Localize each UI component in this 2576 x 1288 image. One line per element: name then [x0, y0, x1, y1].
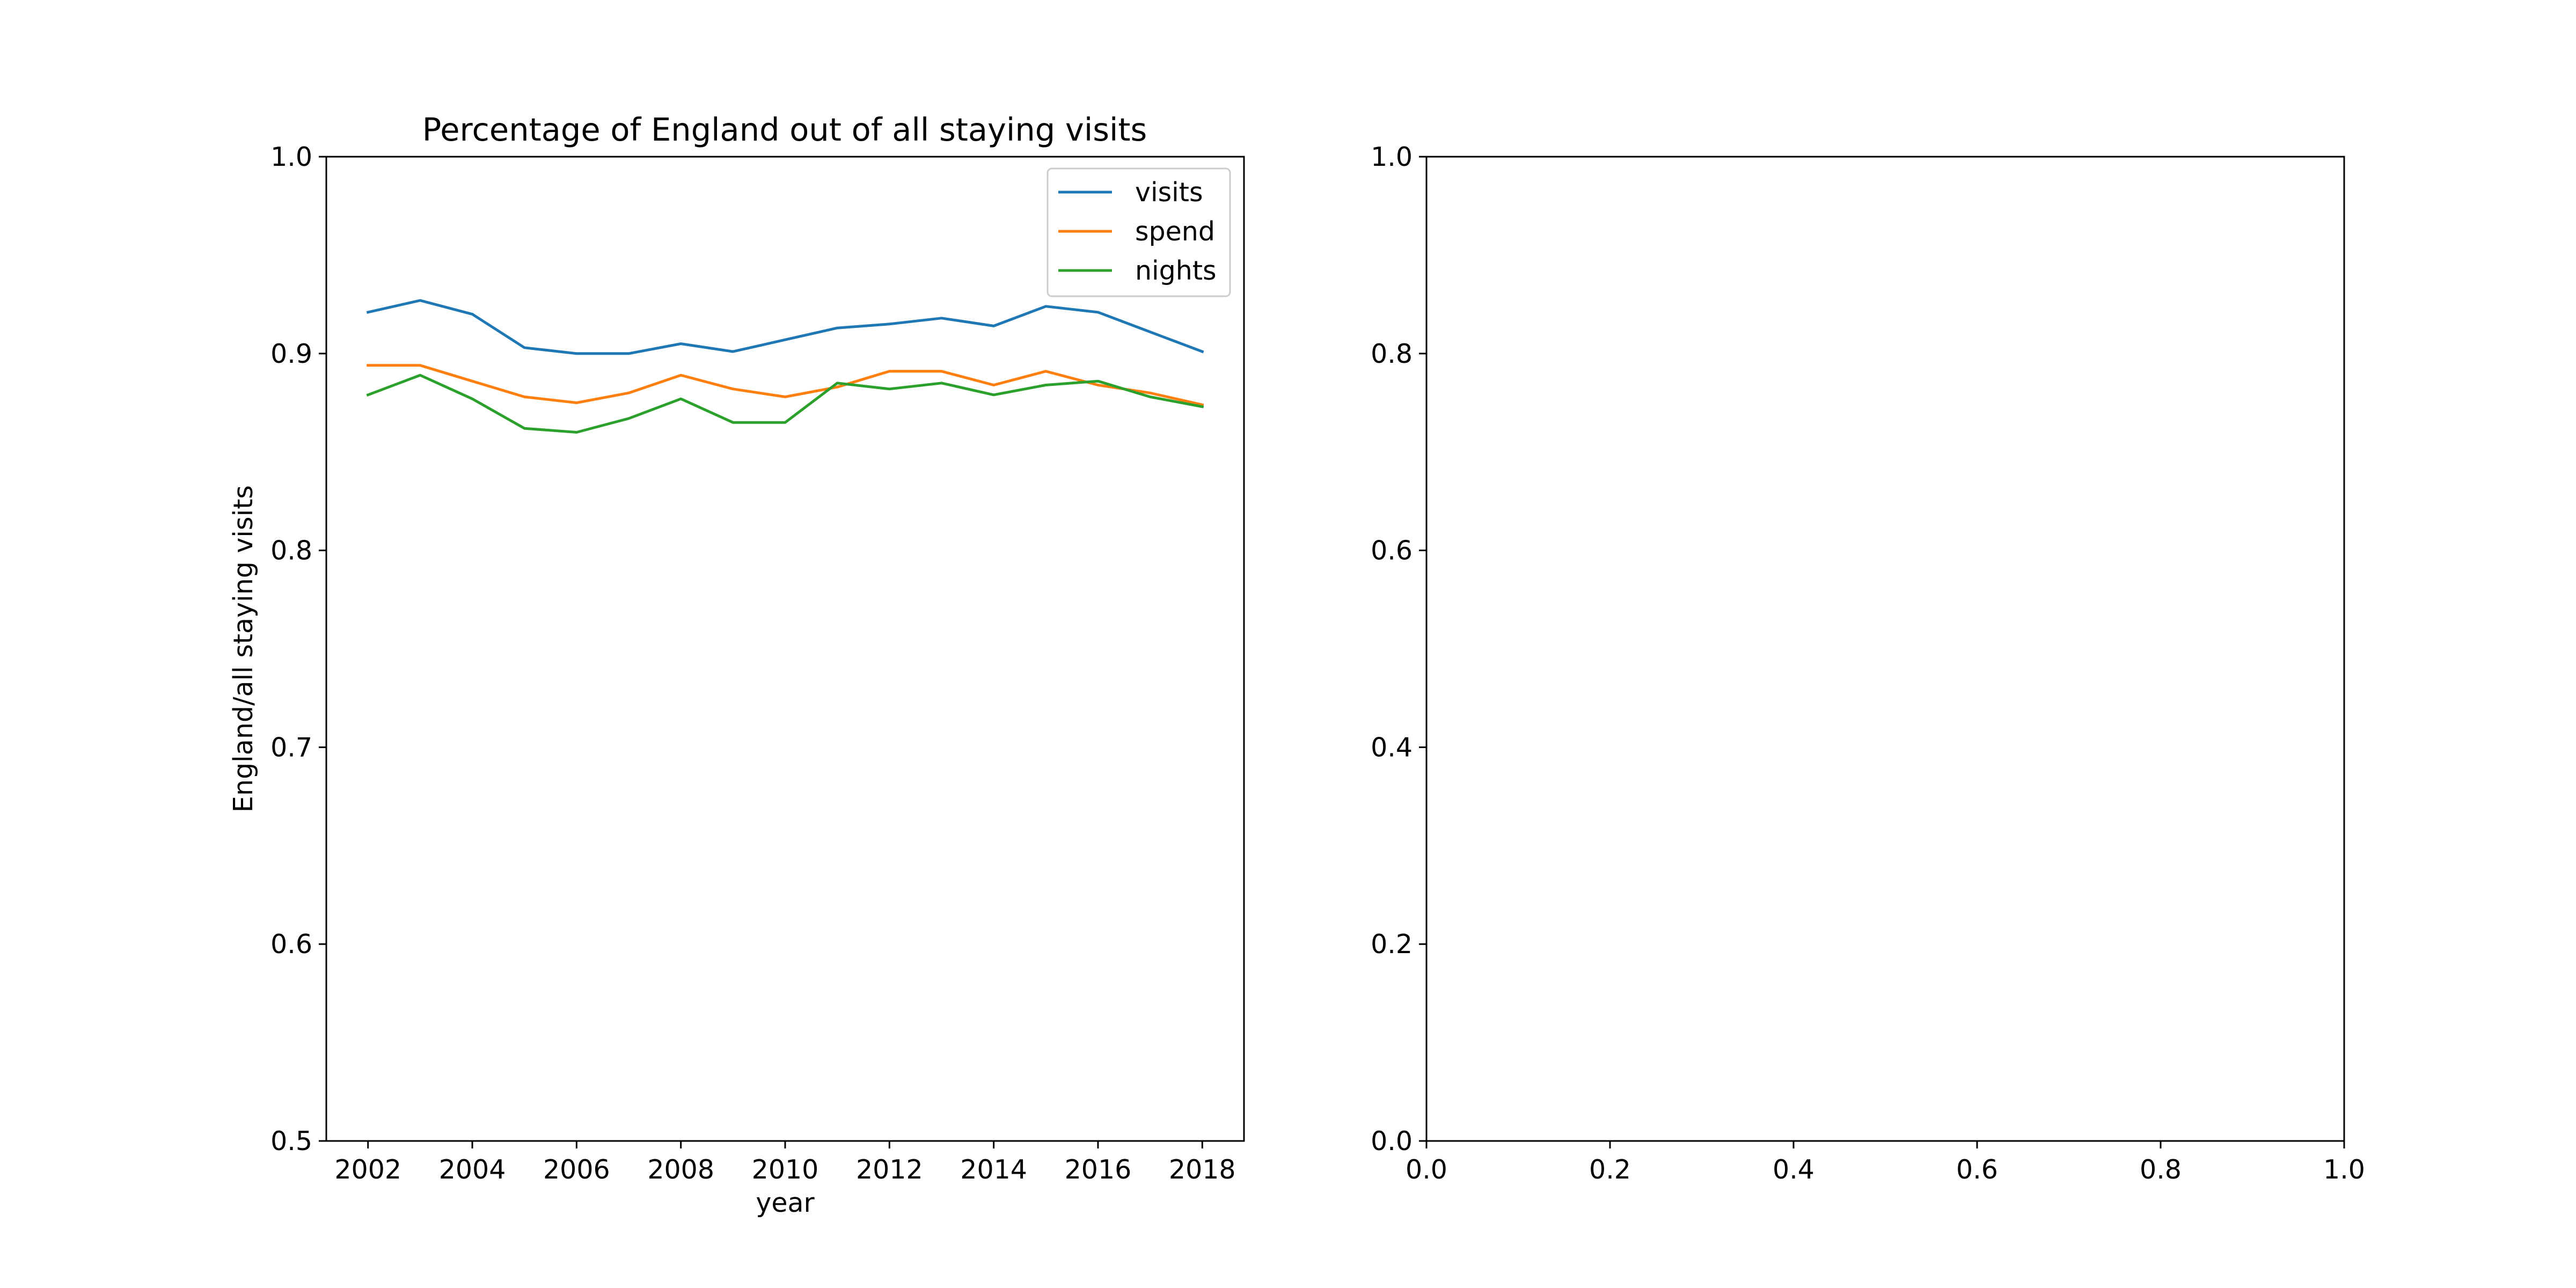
chart-left-ytick-label: 0.7 [270, 732, 312, 763]
chart-right-xtick-label: 1.0 [2323, 1154, 2365, 1185]
chart-left-ytick-label: 0.6 [270, 929, 312, 960]
chart-right-xtick-label: 0.0 [1406, 1154, 1447, 1185]
chart-left-ticks: 2002 2004 2006 2008 2010 2012 2014 2016 2018 0.5 0… [270, 142, 1236, 1185]
chart-left-ytick-label: 0.8 [270, 536, 312, 566]
chart-right-frame [1425, 156, 2345, 1142]
chart-right-xtick-label: 0.2 [1589, 1154, 1631, 1185]
legend-box [1046, 167, 1231, 297]
chart-left-legend: visits spend nights [1046, 167, 1231, 297]
series-line-spend [367, 364, 1204, 407]
chart-right: 0.0 0.2 0.4 0.6 0.8 1.0 0.0 0.2 0.4 0.6 0.8 1.0 [1371, 142, 2365, 1185]
legend-label-spend: spend [1135, 216, 1215, 247]
chart-right-ytick-label: 0.6 [1371, 536, 1413, 566]
chart-right-ytick-label: 0.8 [1371, 339, 1413, 369]
legend-label-nights: nights [1135, 255, 1217, 286]
chart-right-ytick-label: 0.0 [1371, 1126, 1413, 1157]
legend-label-visits: visits [1135, 177, 1203, 208]
chart-left-xtick-label: 2004 [439, 1154, 506, 1185]
chart-right-xtick-label: 0.6 [1956, 1154, 1998, 1185]
legend-entries: visits spend nights [1058, 177, 1217, 286]
chart-right-ytick-label: 1.0 [1371, 142, 1413, 172]
chart-right-ytick-label: 0.2 [1371, 929, 1413, 960]
chart-left-title: Percentage of England out of all staying… [422, 111, 1147, 148]
chart-left-frame [325, 156, 1245, 1142]
chart-left: Percentage of England out of all staying… [228, 111, 1245, 1218]
chart-left-xtick-label: 2012 [856, 1154, 923, 1185]
chart-left-xtick-label: 2016 [1065, 1154, 1132, 1185]
chart-left-ylabel: England/all staying visits [228, 485, 259, 813]
chart-left-ytick-label: 0.9 [270, 339, 312, 369]
chart-right-xtick-label: 0.8 [2140, 1154, 2182, 1185]
chart-left-ytick-label: 0.5 [270, 1126, 312, 1157]
chart-left-xtick-label: 2010 [752, 1154, 819, 1185]
chart-left-ytick-label: 1.0 [270, 142, 312, 172]
chart-left-xtick-label: 2018 [1169, 1154, 1236, 1185]
chart-right-ticks: 0.0 0.2 0.4 0.6 0.8 1.0 0.0 0.2 0.4 0.6 0.8 1.0 [1371, 142, 2365, 1185]
series-line-nights [366, 374, 1204, 434]
chart-left-xtick-label: 2014 [960, 1154, 1027, 1185]
chart-left-xlabel: year [756, 1188, 815, 1218]
series-line-visits [366, 299, 1204, 355]
chart-right-ytick-label: 0.4 [1371, 732, 1413, 763]
chart-left-lines [366, 299, 1204, 434]
chart-left-xtick-label: 2002 [334, 1154, 401, 1185]
chart-left-xtick-label: 2008 [647, 1154, 714, 1185]
chart-right-xtick-label: 0.4 [1773, 1154, 1814, 1185]
chart-left-xtick-label: 2006 [543, 1154, 610, 1185]
